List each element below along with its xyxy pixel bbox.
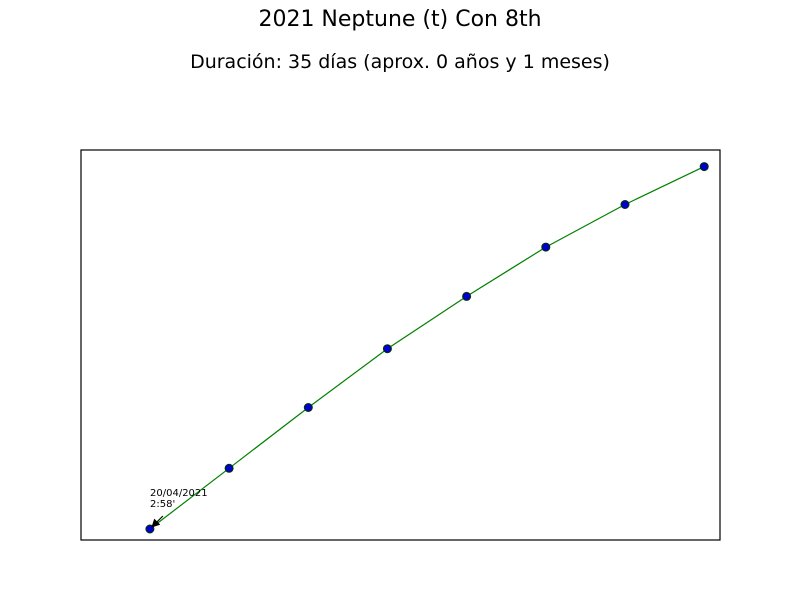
data-point-6[interactable] bbox=[620, 200, 630, 209]
data-point-7[interactable] bbox=[699, 162, 709, 172]
data-point-3[interactable] bbox=[382, 344, 392, 354]
chart-subtitle: Duración: 35 días (aprox. 0 años y 1 mes… bbox=[190, 51, 610, 73]
data-point-2[interactable] bbox=[303, 403, 313, 412]
series-line bbox=[149, 166, 705, 530]
annotation-date: 20/04/2021 bbox=[150, 488, 208, 499]
data-point-1[interactable] bbox=[224, 463, 234, 473]
series-layer bbox=[145, 162, 709, 534]
annotation-layer: 20/04/2021 2:58' bbox=[150, 488, 208, 528]
data-point-5[interactable] bbox=[541, 242, 551, 252]
annotation-arrow bbox=[151, 515, 164, 528]
plot-area-frame bbox=[80, 149, 721, 541]
chart-title: 2021 Neptune (t) Con 8th bbox=[258, 7, 542, 32]
annotation-time: 2:58' bbox=[150, 499, 175, 510]
data-point-4[interactable] bbox=[462, 291, 472, 301]
